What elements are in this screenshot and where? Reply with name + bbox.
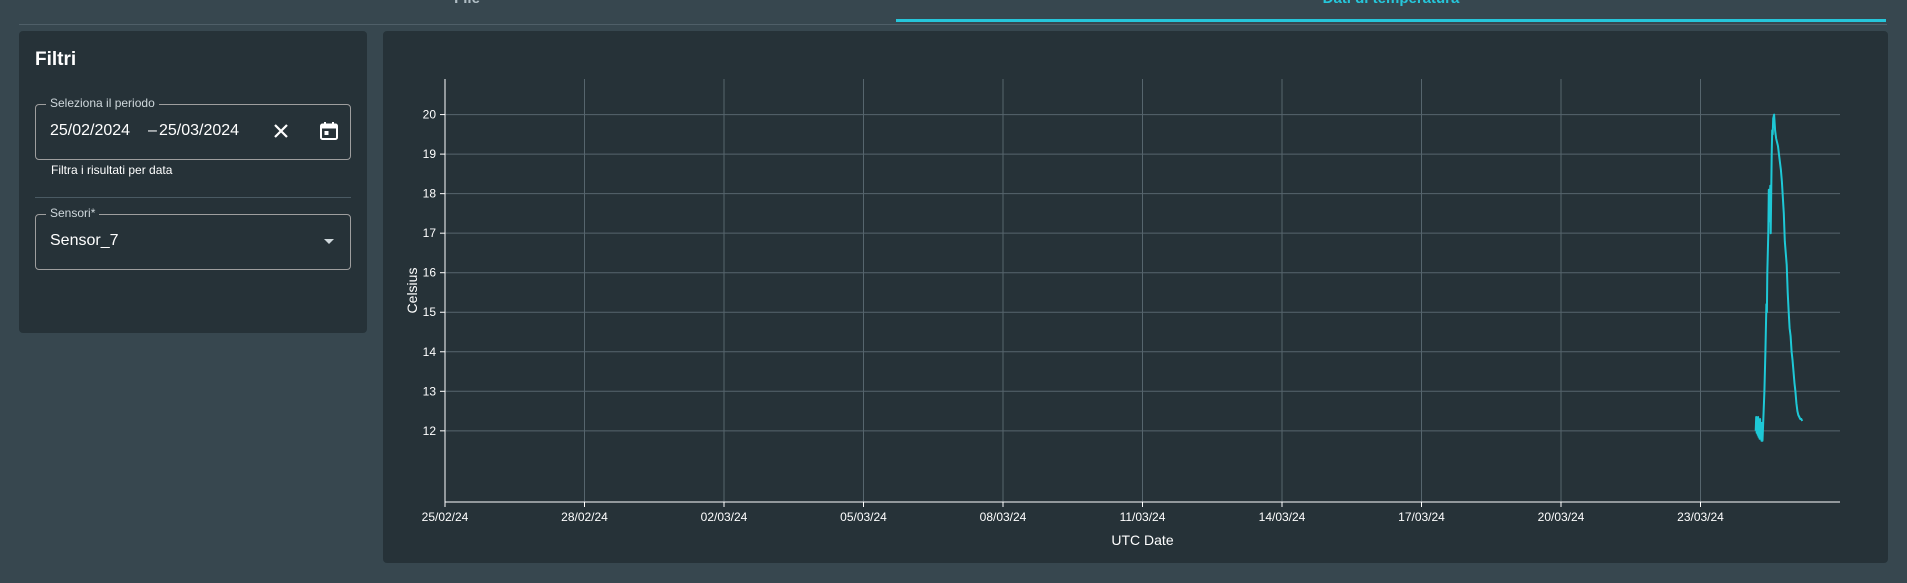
y-tick-label: 20	[423, 108, 437, 122]
tab-bar: File Dati di temperatura	[19, 0, 1887, 25]
y-tick-label: 19	[423, 147, 437, 161]
chevron-down-icon[interactable]	[324, 239, 334, 244]
x-tick-label: 28/02/24	[561, 510, 608, 524]
series-line	[1754, 113, 1804, 442]
date-range-field[interactable]: Seleziona il periodo 25/02/2024 – 25/03/…	[35, 96, 351, 160]
sensor-select[interactable]: Sensori* Sensor_7	[35, 206, 351, 270]
y-tick-label: 13	[423, 384, 437, 398]
date-separator: –	[148, 122, 157, 139]
x-axis-title: UTC Date	[1111, 532, 1173, 548]
x-tick-label: 05/03/24	[840, 510, 887, 524]
divider	[35, 197, 351, 198]
y-tick-label: 14	[423, 345, 437, 359]
y-tick-label: 18	[423, 187, 437, 201]
x-tick-label: 11/03/24	[1120, 510, 1166, 524]
y-axis-title: Celsius	[404, 268, 420, 314]
filters-panel: Filtri Seleziona il periodo 25/02/2024 –…	[19, 31, 367, 333]
tab-temperature-data[interactable]: Dati di temperatura	[896, 0, 1886, 22]
date-end-input[interactable]: 25/03/2024	[159, 122, 240, 139]
x-tick-label: 23/03/24	[1677, 510, 1724, 524]
close-icon[interactable]	[269, 119, 293, 143]
filters-title: Filtri	[35, 49, 77, 70]
y-tick-label: 17	[423, 226, 437, 240]
chart-panel: 12 13 14 15 16 17 18 19 20 25/02/24 28/02/24 02/03/…	[383, 31, 1888, 563]
date-range-helper-text: Filtra i risultati per data	[51, 163, 173, 177]
temperature-chart: 12 13 14 15 16 17 18 19 20 25/02/24 28/02/24 02/03/…	[404, 79, 1840, 548]
sensor-selected-value[interactable]: Sensor_7	[50, 232, 119, 249]
y-tick-label: 12	[423, 424, 437, 438]
date-range-legend: Seleziona il periodo	[46, 96, 159, 110]
x-tick-label: 08/03/24	[980, 510, 1027, 524]
tab-file[interactable]: File	[19, 0, 915, 22]
x-tick-label: 02/03/24	[701, 510, 748, 524]
sensor-legend: Sensori*	[46, 206, 100, 220]
x-tick-label: 17/03/24	[1398, 510, 1445, 524]
x-tick-label: 25/02/24	[422, 510, 469, 524]
x-tick-label: 20/03/24	[1538, 510, 1585, 524]
y-tick-label: 15	[423, 305, 437, 319]
y-tick-label: 16	[423, 266, 437, 280]
calendar-icon[interactable]	[317, 119, 341, 143]
active-tab-indicator	[896, 19, 1886, 22]
date-start-input[interactable]: 25/02/2024	[50, 122, 131, 139]
x-tick-label: 14/03/24	[1259, 510, 1306, 524]
